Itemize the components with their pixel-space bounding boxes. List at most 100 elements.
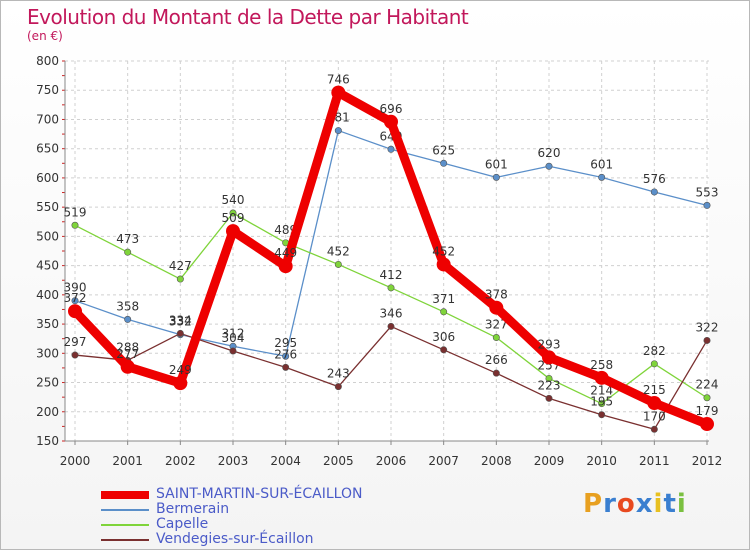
data-point <box>545 394 553 402</box>
data-label: 625 <box>432 143 455 157</box>
data-label: 746 <box>327 73 350 87</box>
data-label: 473 <box>116 232 139 246</box>
data-point <box>598 400 606 408</box>
data-label: 276 <box>274 347 297 361</box>
data-label: 449 <box>274 246 297 260</box>
y-tick-label: 600 <box>36 171 59 185</box>
data-point <box>440 159 448 167</box>
data-point <box>124 315 132 323</box>
data-point <box>71 221 79 229</box>
data-point <box>334 260 342 268</box>
data-point <box>492 173 500 181</box>
data-point <box>650 425 658 433</box>
y-tick-label: 200 <box>36 405 59 419</box>
y-tick-label: 150 <box>36 434 59 448</box>
data-label: 327 <box>485 318 508 332</box>
data-label: 277 <box>116 347 139 361</box>
data-label: 371 <box>432 292 455 306</box>
data-label: 620 <box>538 146 561 160</box>
data-point <box>176 329 184 337</box>
data-label: 334 <box>169 313 192 327</box>
data-point <box>594 370 609 385</box>
data-point <box>545 374 553 382</box>
x-tick-label: 2005 <box>323 454 354 468</box>
data-label: 170 <box>643 409 666 423</box>
data-point <box>282 363 290 371</box>
data-label: 372 <box>64 291 87 305</box>
data-label: 214 <box>590 384 613 398</box>
data-label: 601 <box>485 157 508 171</box>
data-label: 224 <box>696 378 719 392</box>
x-tick-label: 2008 <box>481 454 512 468</box>
data-point <box>542 350 556 365</box>
proxiti-logo: Proxiti <box>583 489 687 519</box>
data-point <box>598 173 606 181</box>
data-label: 346 <box>380 306 403 320</box>
x-tick-label: 2004 <box>270 454 301 468</box>
data-point <box>492 369 500 377</box>
data-point <box>703 394 711 402</box>
data-point <box>384 114 398 129</box>
data-label: 304 <box>222 331 245 345</box>
chart-title: Evolution du Montant de la Dette par Hab… <box>27 5 469 29</box>
data-label: 412 <box>380 268 403 282</box>
data-point <box>68 304 82 319</box>
data-label: 390 <box>64 281 87 295</box>
data-point <box>387 322 395 330</box>
y-tick-label: 400 <box>36 288 59 302</box>
y-tick-label: 550 <box>36 200 59 214</box>
logo-letter: o <box>616 489 636 519</box>
data-point <box>489 300 504 315</box>
legend-swatch <box>101 490 149 499</box>
y-tick-label: 250 <box>36 376 59 390</box>
logo-letter: i <box>653 489 664 519</box>
x-tick-label: 2012 <box>692 454 723 468</box>
y-tick-label: 500 <box>36 229 59 243</box>
data-point <box>71 351 79 359</box>
x-tick-label: 2010 <box>586 454 617 468</box>
x-tick-label: 2002 <box>165 454 196 468</box>
data-point <box>229 209 237 217</box>
x-tick-label: 2007 <box>428 454 459 468</box>
data-point <box>492 334 500 342</box>
data-label: 576 <box>643 172 666 186</box>
data-label: 696 <box>380 102 403 116</box>
data-point <box>440 346 448 354</box>
data-label: 195 <box>590 395 613 409</box>
data-point <box>440 308 448 316</box>
logo-letter: i <box>676 489 687 519</box>
x-tick-label: 2011 <box>639 454 670 468</box>
legend-label: Bermerain <box>156 501 230 517</box>
logo-letter: P <box>583 489 604 519</box>
data-label: 295 <box>274 336 297 350</box>
data-point <box>598 411 606 419</box>
data-label: 540 <box>222 193 245 207</box>
logo-letter: x <box>635 489 654 519</box>
data-label: 243 <box>327 367 350 381</box>
data-point <box>120 359 135 374</box>
data-label: 427 <box>169 259 192 273</box>
data-label: 297 <box>64 335 87 349</box>
data-label: 306 <box>432 330 455 344</box>
data-label: 312 <box>222 326 245 340</box>
data-label: 249 <box>169 363 192 377</box>
data-point <box>703 336 711 344</box>
y-tick-label: 700 <box>36 112 59 126</box>
y-tick-label: 450 <box>36 259 59 273</box>
data-label: 223 <box>538 378 561 392</box>
logo-letter: t <box>663 489 677 519</box>
data-point <box>387 145 395 153</box>
y-tick-label: 350 <box>36 317 59 331</box>
data-label: 322 <box>696 320 719 334</box>
data-label: 282 <box>643 344 666 358</box>
legend-swatch <box>101 538 149 541</box>
data-point <box>647 396 662 410</box>
legend-label: SAINT-MARTIN-SUR-ÉCAILLON <box>156 486 363 502</box>
data-point <box>124 248 132 256</box>
data-label: 452 <box>327 244 350 258</box>
data-label: 509 <box>222 211 245 225</box>
data-label: 358 <box>116 299 139 313</box>
data-label: 266 <box>485 353 508 367</box>
